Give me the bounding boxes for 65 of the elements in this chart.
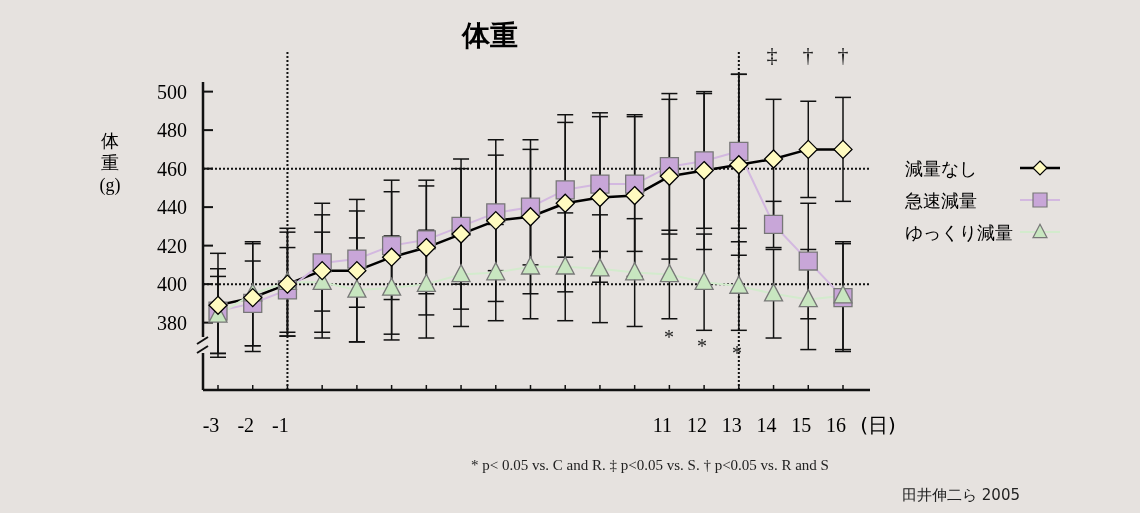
point — [763, 149, 784, 169]
point — [625, 185, 645, 206]
x-tick-label: 15 — [791, 414, 812, 436]
annotation: * — [664, 326, 674, 348]
annotation: * — [732, 342, 742, 364]
x-tick-label: -1 — [272, 414, 289, 436]
point — [729, 155, 749, 175]
point — [763, 283, 784, 302]
legend-label: 急速減量 — [904, 190, 977, 211]
point — [625, 262, 645, 281]
text: * p< 0.05 vs. C and R. ‡ p<0.05 vs. S. † p<0.05 vs. R and S — [471, 457, 829, 473]
point — [555, 193, 575, 213]
text: † — [837, 42, 849, 67]
point — [590, 258, 610, 277]
x-tick-label: -2 — [237, 414, 255, 436]
point — [798, 139, 818, 160]
legend-label: 減量なし — [905, 158, 977, 179]
point — [555, 256, 575, 275]
x-tick-label: 12 — [687, 414, 708, 436]
point — [243, 287, 263, 308]
annotation: * — [697, 335, 707, 357]
point — [763, 214, 784, 235]
point — [659, 166, 680, 186]
x-tick-label: 11 — [652, 414, 673, 436]
point — [798, 288, 818, 308]
point — [347, 279, 367, 298]
point — [520, 256, 541, 275]
point — [381, 277, 402, 296]
text: ‡ — [766, 42, 778, 67]
y-tick-label: 400 — [157, 273, 187, 296]
point — [486, 262, 506, 281]
x-tick-label: -3 — [202, 414, 220, 436]
point — [798, 251, 818, 271]
point — [694, 160, 714, 181]
point — [381, 247, 402, 267]
point — [590, 187, 610, 208]
y-tick-label: 480 — [157, 119, 187, 142]
point — [347, 261, 367, 281]
text: 田井伸二ら 2005 — [902, 486, 1020, 504]
x-tick-label: 13 — [721, 414, 742, 436]
text: † — [802, 42, 814, 67]
x-axis-title: (日) — [860, 413, 896, 437]
legend-label: ゆっくり減量 — [905, 222, 1013, 243]
y-tick-label: 420 — [157, 234, 187, 257]
chart-title: 体重 — [461, 19, 518, 52]
point — [208, 295, 228, 315]
y-axis-title: 体重(g) — [99, 130, 121, 196]
y-tick-label: 440 — [157, 196, 187, 219]
point — [451, 263, 471, 283]
y-tick-label: 380 — [157, 311, 187, 334]
point — [729, 275, 749, 294]
point — [833, 139, 853, 160]
point — [451, 224, 471, 244]
point — [486, 210, 506, 231]
point — [416, 273, 436, 292]
point — [312, 261, 332, 281]
point — [694, 271, 714, 291]
point — [416, 237, 436, 258]
point — [590, 174, 610, 194]
x-tick-label: 16 — [826, 414, 846, 436]
point — [659, 263, 680, 283]
x-tick-label: 14 — [756, 414, 777, 436]
y-tick-label: 500 — [157, 80, 187, 103]
y-tick-label: 460 — [157, 157, 187, 180]
point — [520, 207, 541, 227]
